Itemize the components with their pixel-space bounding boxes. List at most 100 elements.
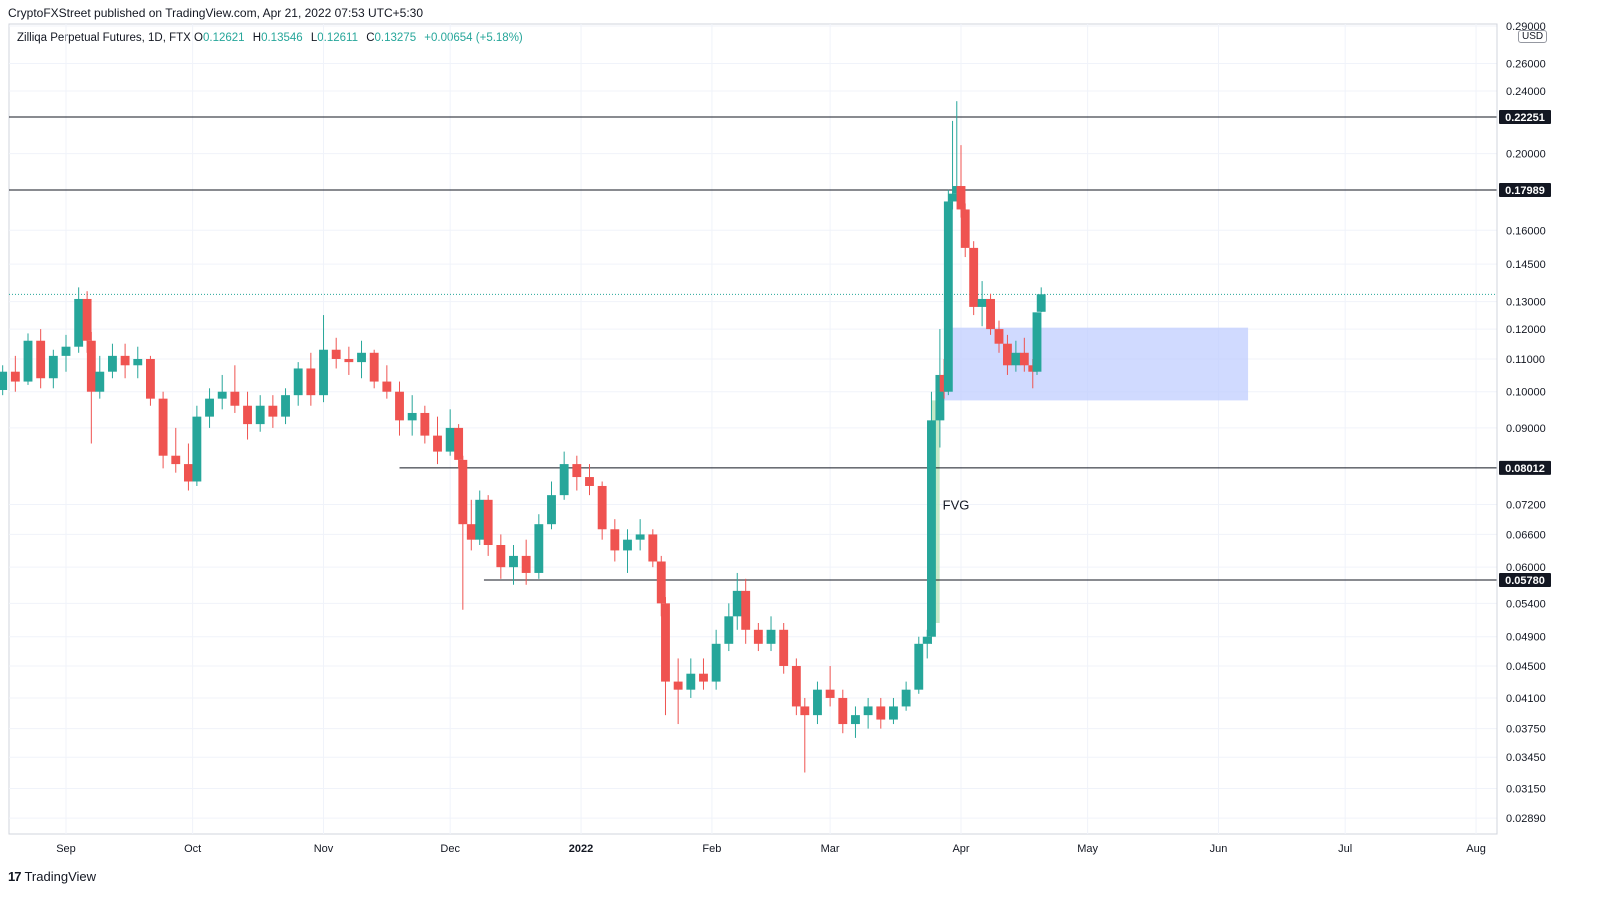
candle-body — [158, 398, 168, 456]
candle-body — [547, 495, 556, 525]
y-tick-label: 0.06000 — [1506, 562, 1546, 574]
candle-body — [935, 374, 945, 421]
level-badge-label: 0.22251 — [1505, 112, 1545, 124]
candle-body — [800, 706, 810, 716]
candle-body — [48, 355, 58, 379]
candle-body — [344, 358, 354, 363]
candle-body — [183, 464, 193, 482]
currency-label[interactable]: USD — [1518, 30, 1548, 43]
y-tick-label: 0.05400 — [1506, 598, 1546, 610]
candle-body — [948, 193, 957, 202]
candle-body — [1003, 343, 1012, 366]
candle-body — [475, 499, 485, 540]
x-tick-label: Nov — [314, 843, 334, 855]
candle-body — [825, 689, 835, 698]
candle-body — [863, 706, 873, 716]
level-badge-label: 0.05780 — [1505, 575, 1545, 587]
y-tick-label: 0.04100 — [1506, 693, 1546, 705]
candle-body — [943, 201, 953, 392]
candle-body — [876, 706, 886, 720]
symbol-legend: Zilliqa Perpetual Futures, 1D, FTX O 0.12… — [17, 32, 528, 44]
candle-body — [509, 555, 518, 568]
y-tick-label: 0.12000 — [1506, 324, 1546, 336]
candle-body — [293, 368, 303, 396]
level-badge — [1499, 460, 1551, 475]
candle-body — [146, 358, 155, 399]
candle-body — [61, 346, 71, 356]
x-tick-label: Aug — [1466, 843, 1486, 855]
candle-body — [673, 681, 683, 690]
y-tick-label: 0.07200 — [1506, 500, 1546, 512]
demand-zone — [944, 327, 1249, 401]
candle-body — [95, 371, 105, 392]
low-value: 0.12611 — [317, 32, 358, 44]
candle-body — [483, 499, 493, 546]
candle-body — [572, 464, 582, 478]
candle-body — [927, 420, 936, 637]
candle-body — [395, 391, 404, 421]
candle-body — [230, 391, 240, 406]
y-tick-label: 0.26000 — [1506, 59, 1546, 71]
candle-body — [766, 629, 776, 644]
candle-body — [496, 545, 506, 568]
candle-body — [454, 427, 464, 460]
candle-body — [120, 355, 130, 366]
tradingview-logo-icon: 17 — [8, 869, 22, 884]
candle-body — [635, 534, 645, 540]
candle-body — [86, 340, 96, 392]
open-label: O — [194, 32, 203, 44]
zones: FVG — [931, 327, 1249, 623]
y-tick-label: 0.14500 — [1506, 259, 1546, 271]
candle-body — [466, 524, 476, 540]
close-label: C — [366, 32, 375, 44]
candle-body — [369, 352, 379, 382]
publish-info: CryptoFXStreet published on TradingView.… — [8, 6, 424, 20]
x-tick-label: Jul — [1338, 843, 1352, 855]
low-label: L — [310, 32, 318, 44]
candle-body — [922, 636, 932, 644]
x-tick-label: Mar — [821, 843, 840, 855]
y-tick-label: 0.04500 — [1506, 661, 1546, 673]
symbol-name: Zilliqa Perpetual Futures, 1D, FTX — [17, 32, 191, 44]
candle-body — [656, 561, 666, 604]
candle-body — [686, 673, 696, 690]
level-badge — [1499, 573, 1551, 587]
candle-body — [610, 529, 620, 551]
candle-body — [585, 477, 594, 486]
candle-body — [969, 247, 979, 307]
candle-body — [1032, 312, 1042, 372]
candle-body — [331, 349, 341, 359]
candle-body — [319, 349, 328, 396]
candle-body — [956, 186, 966, 210]
candle-body — [82, 298, 92, 341]
candle-body — [458, 459, 468, 525]
candle-body — [534, 524, 544, 573]
candle-body — [10, 371, 20, 382]
candle-body — [1011, 352, 1021, 366]
candle-body — [382, 381, 392, 392]
candle-body — [1036, 294, 1046, 312]
candle-body — [977, 298, 987, 307]
candle-body — [986, 298, 995, 330]
x-tick-label: Feb — [702, 843, 721, 855]
level-badge-label: 0.08012 — [1505, 463, 1545, 475]
y-tick-label: 0.03450 — [1506, 752, 1546, 764]
candle-body — [813, 689, 822, 716]
candle-body — [741, 590, 751, 630]
candle-body — [889, 706, 898, 720]
y-tick-label: 0.24000 — [1506, 86, 1546, 98]
x-tick-label: Oct — [184, 843, 201, 855]
candle-body — [753, 629, 763, 644]
candle-body — [559, 464, 569, 496]
y-tick-label: 0.20000 — [1506, 149, 1546, 161]
grid — [8, 23, 1498, 835]
candle-body — [699, 673, 708, 682]
candle-body — [433, 435, 442, 452]
candle-body — [36, 340, 46, 379]
y-tick-label: 0.02890 — [1506, 813, 1546, 825]
candle-body — [171, 455, 181, 465]
candle-body — [133, 358, 143, 366]
candle-body — [255, 405, 265, 425]
tradingview-footer[interactable]: 17 TradingView — [8, 869, 96, 884]
